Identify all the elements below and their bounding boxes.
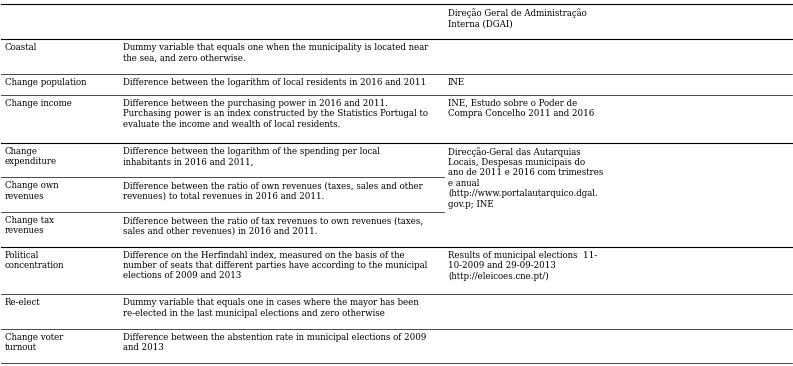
Text: Political
concentration: Political concentration xyxy=(5,251,64,270)
Text: Change income: Change income xyxy=(5,99,71,108)
Text: Dummy variable that equals one when the municipality is located near
the sea, an: Dummy variable that equals one when the … xyxy=(124,43,429,63)
Text: Difference between the purchasing power in 2016 and 2011.
Purchasing power is an: Difference between the purchasing power … xyxy=(124,99,428,129)
Text: Difference on the Herfindahl index, measured on the basis of the
number of seats: Difference on the Herfindahl index, meas… xyxy=(124,251,427,280)
Text: Difference between the ratio of tax revenues to own revenues (taxes,
sales and o: Difference between the ratio of tax reve… xyxy=(124,216,423,235)
Text: Change population: Change population xyxy=(5,78,86,87)
Text: Dummy variable that equals one in cases where the mayor has been
re-elected in t: Dummy variable that equals one in cases … xyxy=(124,298,419,318)
Text: Difference between the logarithm of the spending per local
inhabitants in 2016 a: Difference between the logarithm of the … xyxy=(124,147,381,166)
Text: Change tax
revenues: Change tax revenues xyxy=(5,216,54,235)
Text: Direção Geral de Administração
Interna (DGAI): Direção Geral de Administração Interna (… xyxy=(448,8,587,29)
Text: Difference between the logarithm of local residents in 2016 and 2011: Difference between the logarithm of loca… xyxy=(124,78,427,87)
Text: Difference between the abstention rate in municipal elections of 2009
and 2013: Difference between the abstention rate i… xyxy=(124,333,427,352)
Text: Change own
revenues: Change own revenues xyxy=(5,182,58,201)
Text: Difference between the ratio of own revenues (taxes, sales and other
revenues) t: Difference between the ratio of own reve… xyxy=(124,182,423,201)
Text: Change voter
turnout: Change voter turnout xyxy=(5,333,63,352)
Text: INE, Estudo sobre o Poder de
Compra Concelho 2011 and 2016: INE, Estudo sobre o Poder de Compra Conc… xyxy=(448,99,594,119)
Text: Change
expenditure: Change expenditure xyxy=(5,147,57,166)
Text: Coastal: Coastal xyxy=(5,43,37,52)
Text: INE: INE xyxy=(448,78,465,87)
Text: Results of municipal elections  11-
10-2009 and 29-09-2013
(http://eleicoes.cne.: Results of municipal elections 11- 10-20… xyxy=(448,251,597,281)
Text: Re-elect: Re-elect xyxy=(5,298,40,307)
Text: Direcção-Geral das Autarquias
Locais, Despesas municipais do
ano de 2011 e 2016 : Direcção-Geral das Autarquias Locais, De… xyxy=(448,147,603,209)
